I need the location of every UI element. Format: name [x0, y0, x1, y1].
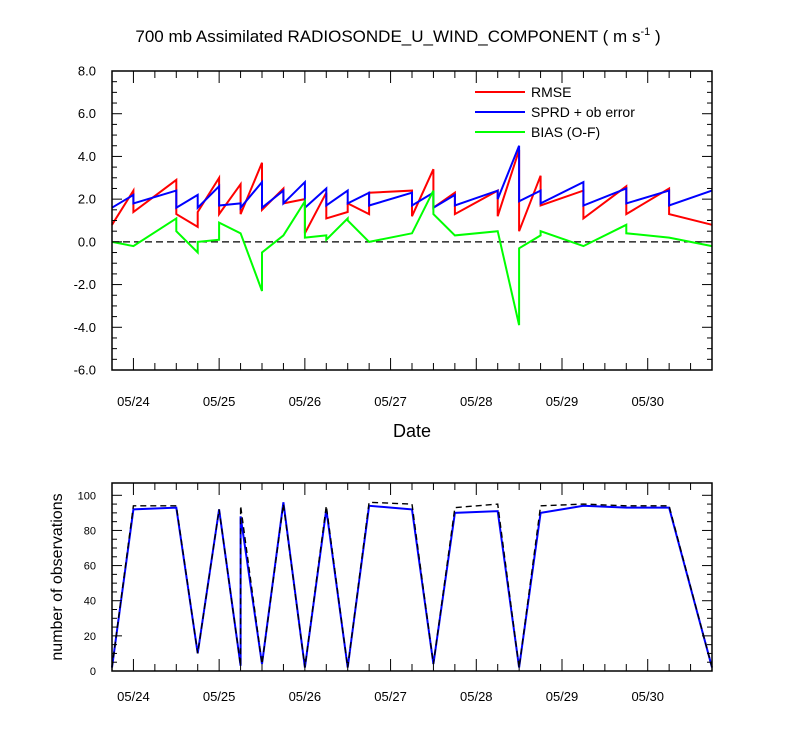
chart-legend: RMSE SPRD + ob error BIAS (O-F): [475, 84, 635, 140]
series-line-3: [111, 190, 713, 326]
y-tick-label: -2.0: [74, 277, 96, 292]
series-line-1: [111, 149, 713, 234]
x-tick-label: 05/30: [631, 689, 664, 704]
obs-used-line: [111, 502, 713, 668]
x-tick-label: 05/24: [117, 394, 150, 409]
y-tick-label: -6.0: [74, 363, 96, 378]
x-tick-label: 05/30: [631, 394, 664, 409]
y-axis-label-bottom: number of observations: [49, 493, 66, 660]
x-tick-label: 05/24: [117, 689, 150, 704]
top-chart-panel: 700 mb Assimilated RADIOSONDE_U_WIND_COM…: [74, 26, 713, 441]
x-tick-label: 05/28: [460, 394, 493, 409]
legend-label: RMSE: [531, 84, 571, 100]
obs-total-line: [111, 501, 713, 668]
x-tick-label: 05/29: [546, 394, 579, 409]
y-tick-label: 8.0: [78, 64, 96, 79]
x-tick-label: 05/27: [374, 689, 407, 704]
x-tick-label: 05/25: [203, 689, 236, 704]
x-tick-label: 05/26: [289, 394, 322, 409]
y-tick-label: 6.0: [78, 106, 96, 121]
y-tick-label: 0: [90, 666, 96, 678]
legend-label: BIAS (O-F): [531, 124, 600, 140]
x-tick-label: 05/27: [374, 394, 407, 409]
y-tick-label: -4.0: [74, 320, 96, 335]
y-tick-label: 4.0: [78, 149, 96, 164]
x-tick-label: 05/29: [546, 689, 579, 704]
y-tick-label: 80: [84, 525, 96, 537]
y-tick-label: 40: [84, 596, 96, 608]
y-tick-label: 20: [84, 631, 96, 643]
chart-title: 700 mb Assimilated RADIOSONDE_U_WIND_COM…: [135, 26, 660, 46]
y-tick-label: 100: [78, 490, 96, 502]
x-axis-label: Date: [393, 421, 431, 441]
series-line-2: [111, 145, 713, 211]
x-tick-label: 05/26: [289, 689, 322, 704]
x-tick-label: 05/28: [460, 689, 493, 704]
bottom-chart-panel: 100 80 60 40 20 0 05/24 05/25 05/26 05/27 05/28 05…: [49, 482, 713, 704]
y-tick-label: 60: [84, 561, 96, 573]
y-tick-label: 2.0: [78, 192, 96, 207]
x-tick-label: 05/25: [203, 394, 236, 409]
y-tick-label: 0.0: [78, 234, 96, 249]
legend-label: SPRD + ob error: [531, 104, 635, 120]
